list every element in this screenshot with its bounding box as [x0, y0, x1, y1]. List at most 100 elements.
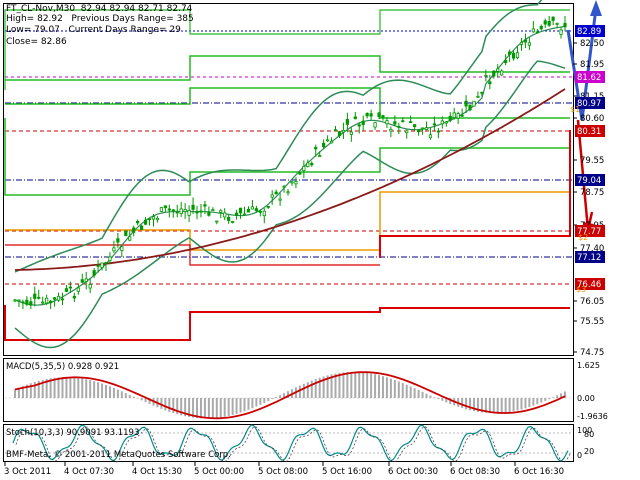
candle-body — [72, 295, 76, 299]
main-panel — [3, 3, 574, 356]
candle-body — [108, 256, 112, 262]
candle-body — [515, 52, 520, 58]
candle-body — [195, 211, 199, 214]
macd-tick-zero: 0.00 — [577, 394, 595, 403]
candle-body — [274, 191, 278, 194]
candle-body — [345, 119, 349, 125]
time-tick-label: 4 Oct 07:30 — [64, 467, 114, 477]
candle-body — [112, 247, 116, 252]
candle-body — [488, 81, 492, 85]
level-label-box — [575, 71, 605, 83]
candle-body — [286, 191, 290, 194]
level-label-text: 79.04 — [577, 176, 601, 186]
pivot-step-line — [379, 130, 571, 258]
candle-body — [393, 121, 397, 125]
pivot-side-label: $2 — [578, 233, 588, 242]
candle-body — [519, 41, 524, 45]
candle-body — [254, 208, 258, 212]
candle-body — [183, 209, 187, 212]
time-tick-label: 3 Oct 2011 — [4, 467, 51, 477]
candle-body — [492, 70, 496, 77]
candle-body — [480, 91, 484, 94]
pivot-side-label: $3 — [576, 285, 586, 294]
candle-body — [227, 216, 231, 221]
pivot-step-line — [4, 305, 570, 341]
candle-body — [60, 298, 65, 301]
bollinger-upper — [14, 0, 543, 273]
macd-label: MACD(5,35,5) 0.928 0.921 — [6, 362, 119, 372]
candle-body — [436, 130, 440, 133]
candle-body — [341, 129, 346, 133]
candle-body — [337, 131, 342, 136]
candle-body — [543, 20, 547, 25]
candle-body — [559, 29, 563, 35]
macd-tick-top: 1.625 — [577, 361, 600, 370]
candle-body — [68, 286, 72, 289]
candle-body — [223, 212, 227, 218]
candle-body — [84, 278, 88, 282]
candle-body — [504, 60, 508, 63]
info-line-4: Close= 82.86 — [6, 37, 67, 47]
candle-body — [428, 134, 433, 139]
candle-body — [128, 236, 132, 241]
candle-body — [143, 219, 148, 225]
candle-body — [468, 104, 472, 111]
candle-body — [333, 129, 338, 132]
price-axis: 82.5081.9581.1580.6079.5578.7577.9577.40… — [570, 25, 605, 358]
time-tick-label: 5 Oct 00:00 — [194, 467, 244, 477]
candle-body — [547, 21, 551, 26]
candle-body — [17, 299, 21, 302]
level-label-box — [575, 251, 605, 263]
candle-body — [306, 162, 310, 168]
candle-body — [116, 238, 120, 243]
candle-body — [88, 283, 92, 289]
candle-body — [96, 264, 100, 267]
candle-body — [92, 270, 96, 276]
candle-body — [535, 31, 539, 34]
level-label-text: 76.46 — [577, 280, 601, 290]
candle-body — [124, 230, 128, 237]
stoch-tick-80: 80 — [584, 430, 594, 439]
candle-body — [381, 115, 385, 118]
candle-body — [258, 210, 262, 213]
candle-body — [349, 131, 353, 135]
candle-body — [401, 120, 405, 123]
candle-body — [397, 125, 401, 128]
candle-body — [56, 295, 61, 301]
level-label-text: 81.62 — [577, 73, 601, 83]
candle-body — [80, 279, 84, 283]
candle-body — [246, 208, 251, 213]
candle-body — [385, 120, 389, 125]
candle-body — [460, 114, 464, 117]
candle-body — [191, 204, 195, 210]
candle-body — [531, 28, 535, 33]
candle-body — [163, 205, 167, 209]
candle-body — [563, 22, 567, 28]
candle-body — [369, 113, 373, 117]
candle-body — [242, 213, 247, 216]
candle-body — [555, 22, 559, 25]
macd-signal-line — [14, 371, 566, 420]
candle-body — [179, 208, 183, 214]
candle-body — [302, 166, 306, 172]
candle-body — [52, 297, 57, 300]
candle-body — [325, 139, 330, 142]
candle-body — [357, 124, 361, 127]
time-tick-label: 5 Oct 08:00 — [258, 467, 308, 477]
candle-body — [484, 74, 488, 77]
candle-body — [440, 120, 444, 125]
candle-body — [322, 142, 326, 148]
candle-body — [100, 262, 104, 268]
candle-body — [527, 42, 531, 46]
candle-body — [171, 209, 175, 212]
candle-body — [104, 262, 108, 264]
price-tick-label: 74.75 — [580, 348, 604, 358]
candle-body — [266, 205, 270, 208]
candle-body — [405, 130, 409, 134]
candle-body — [132, 227, 136, 233]
macd-plot — [5, 371, 572, 420]
candle-body — [511, 52, 516, 59]
candle-body — [432, 123, 437, 126]
candle-body — [187, 210, 191, 216]
